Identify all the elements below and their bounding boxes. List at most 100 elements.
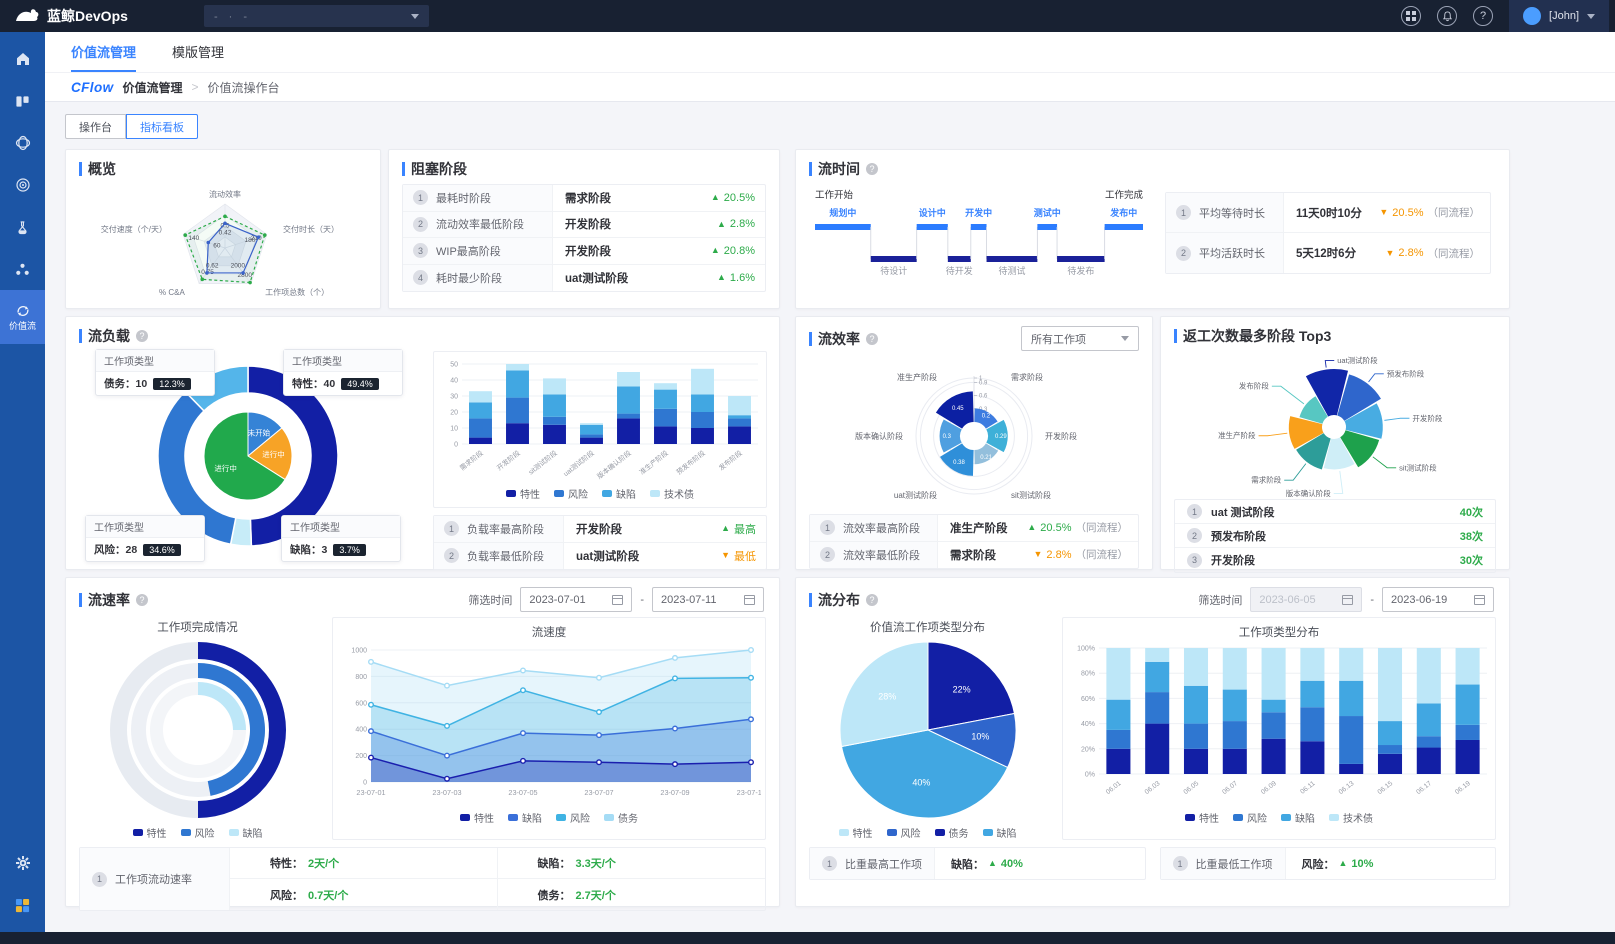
row-value: 开发阶段 — [565, 245, 611, 258]
sidebar-item-home[interactable] — [0, 38, 45, 80]
legend-label: 特性 — [1199, 814, 1219, 825]
help-icon[interactable]: ? — [866, 593, 878, 606]
sidebar-item-monitor[interactable] — [0, 164, 45, 206]
table-row: 1 平均等待时长 11天0时10分 ▼ 20.5% （同流程） — [1166, 193, 1490, 233]
svg-text:2800: 2800 — [238, 272, 253, 279]
svg-text:需求阶段: 需求阶段 — [1251, 475, 1281, 485]
table-row: 3 WIP最高阶段 开发阶段 ▲ 20.8% — [403, 238, 765, 265]
project-selector[interactable]: - · - — [204, 5, 429, 27]
calendar-icon — [1342, 594, 1354, 605]
callout-name: 债务：10 — [104, 378, 148, 390]
date-to-input[interactable]: 2023-07-11 — [652, 587, 764, 612]
help-icon[interactable]: ? — [136, 330, 148, 342]
table-row: 1 最耗时阶段 需求阶段 ▲ 20.5% — [403, 185, 765, 212]
velocity-legend-item[interactable]: 缺陷 — [508, 810, 542, 825]
svg-text:预发布阶段: 预发布阶段 — [1387, 368, 1425, 378]
flowload-callout-风险: 工作项类型 风险：28 34.6% — [85, 515, 205, 562]
arrow-down-icon: ▼ — [721, 550, 730, 561]
help-circle-icon[interactable]: ? — [1473, 6, 1494, 26]
rate-key: 缺陷： — [537, 858, 571, 870]
row-label: 2 平均活跃时长 — [1166, 233, 1284, 273]
sidebar-item-value-stream[interactable]: 价值流 — [0, 290, 45, 344]
svg-text:工作开始: 工作开始 — [815, 189, 854, 201]
sidebar-item-settings[interactable] — [0, 842, 45, 884]
workitem-filter-dropdown[interactable]: 所有工作项 — [1021, 326, 1139, 351]
velocity-legend-item[interactable]: 特性 — [460, 810, 494, 825]
gauge-legend-item[interactable]: 特性 — [132, 825, 167, 840]
date-separator: - — [640, 593, 644, 606]
sidebar-item-projects[interactable] — [0, 80, 45, 122]
row-value: uat测试阶段 — [565, 272, 629, 285]
sidebar-item-lab[interactable] — [0, 206, 45, 248]
cflow-logo[interactable]: CFlow — [71, 79, 114, 95]
svg-text:sit测试阶段: sit测试阶段 — [526, 448, 558, 476]
arrow-down-icon: ▼ — [1033, 549, 1043, 560]
flowload-legend-item[interactable]: 技术债 — [650, 486, 694, 501]
help-icon[interactable]: ? — [136, 593, 148, 606]
svg-text:开发阶段: 开发阶段 — [495, 448, 522, 472]
svg-text:uat测试阶段: uat测试阶段 — [561, 448, 596, 478]
bell-icon[interactable] — [1437, 6, 1458, 26]
row-delta-suffix: （同流程） — [1427, 247, 1481, 260]
velocity-filter: 筛选时间 2023-07-01 - 2023-07-11 — [468, 587, 766, 612]
row-label: 2 负载率最低阶段 — [434, 542, 564, 569]
tab-模版管理[interactable]: 模版管理 — [172, 45, 225, 60]
apps-icon[interactable] — [1401, 6, 1422, 26]
pie-legend-item[interactable]: 风险 — [886, 825, 921, 840]
row-label-text: 流效率最低阶段 — [843, 549, 920, 562]
velocity-legend-item[interactable]: 风险 — [556, 810, 590, 825]
pie-legend-item[interactable]: 缺陷 — [982, 825, 1017, 840]
gauge-legend-item[interactable]: 风险 — [180, 825, 215, 840]
subtab-操作台[interactable]: 操作台 — [65, 114, 126, 139]
row-label-text: 负载率最低阶段 — [467, 550, 544, 563]
gauge-legend-item[interactable]: 缺陷 — [228, 825, 263, 840]
svg-text:100%: 100% — [1077, 646, 1095, 653]
row-delta-value: 20.8% — [723, 244, 755, 257]
pie-legend-item[interactable]: 特性 — [838, 825, 873, 840]
table-row: 1 uat 测试阶段 40次 — [1175, 500, 1495, 524]
svg-text:发布阶段: 发布阶段 — [1239, 381, 1269, 391]
pie-legend-item[interactable]: 债务 — [934, 825, 969, 840]
distribution-legend-item[interactable]: 特性 — [1185, 810, 1219, 825]
svg-text:sit测试阶段: sit测试阶段 — [1399, 462, 1437, 472]
subtab-指标看板[interactable]: 指标看板 — [126, 114, 198, 139]
project-selector-value: - · - — [214, 11, 247, 23]
app-logo-text: 蓝鲸DevOps — [47, 8, 128, 24]
flowload-legend-item[interactable]: 缺陷 — [602, 486, 636, 501]
breadcrumb-current: 价值流操作台 — [207, 80, 280, 95]
distribution-legend-item[interactable]: 技术债 — [1329, 810, 1373, 825]
date-to-input[interactable]: 2023-06-19 — [1382, 587, 1494, 612]
distribution-legend-item[interactable]: 风险 — [1233, 810, 1267, 825]
panel-title: 返工次数最多阶段 Top3 — [1174, 326, 1331, 346]
svg-text:0.38: 0.38 — [953, 460, 965, 466]
row-label-text: 负载率最高阶段 — [467, 523, 544, 536]
distribution-pie-chart: 22% 10% 40% 28% — [839, 641, 1016, 819]
velocity-legend-item[interactable]: 债务 — [604, 810, 638, 825]
distribution-legend-item[interactable]: 缺陷 — [1281, 810, 1315, 825]
date-from-input[interactable]: 2023-06-05 — [1250, 587, 1363, 612]
sidebar-item-pipeline[interactable] — [0, 122, 45, 164]
flowload-legend-item[interactable]: 特性 — [506, 486, 540, 501]
rate-value: 2.7天/个 — [575, 889, 616, 902]
distribution-bar-chart: 0% 20% 40% 60% 80% 100% 06.01 06.03 06.05 06.07 06… — [1077, 646, 1487, 796]
breadcrumb-root[interactable]: 价值流管理 — [122, 80, 183, 95]
sidebar-item-app-market[interactable] — [0, 884, 45, 926]
svg-text:28%: 28% — [878, 691, 896, 701]
row-number-badge: 2 — [413, 216, 428, 232]
sidebar-item-nodes[interactable] — [0, 248, 45, 290]
svg-text:0.3: 0.3 — [979, 407, 988, 413]
tab-价值流管理[interactable]: 价值流管理 — [71, 42, 137, 72]
user-menu[interactable]: [John] — [1509, 0, 1609, 32]
date-separator: - — [1370, 593, 1374, 606]
svg-text:需求阶段: 需求阶段 — [458, 448, 485, 472]
app-logo[interactable]: 蓝鲸DevOps — [14, 6, 204, 26]
help-icon[interactable]: ? — [866, 332, 878, 345]
row-label-text: 流动效率最低阶段 — [436, 219, 524, 232]
help-icon[interactable]: ? — [866, 163, 878, 175]
date-from-input[interactable]: 2023-07-01 — [520, 587, 633, 612]
flowload-legend-item[interactable]: 风险 — [554, 486, 588, 501]
svg-text:40: 40 — [450, 378, 458, 385]
svg-text:0%: 0% — [1085, 772, 1095, 779]
row-value: uat测试阶段 — [576, 550, 640, 563]
